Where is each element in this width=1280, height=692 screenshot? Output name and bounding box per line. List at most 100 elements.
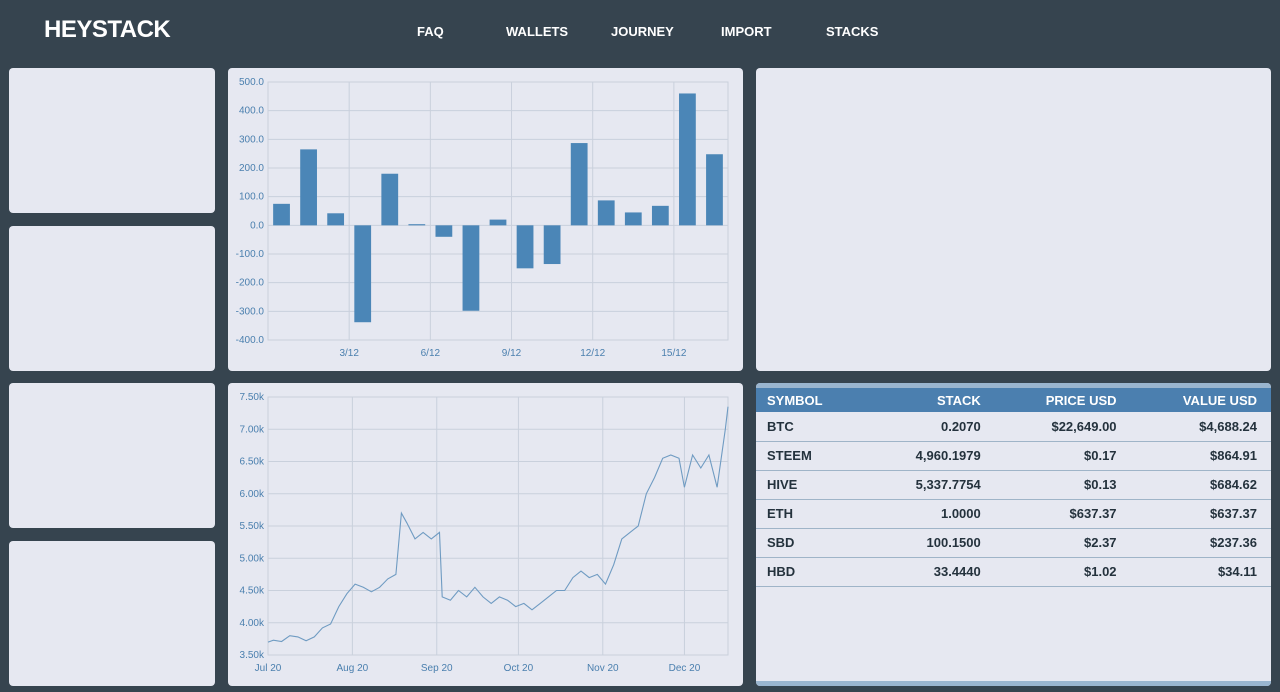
table-row[interactable]: HBD 33.4440 $1.02 $34.11 — [756, 557, 1271, 586]
daily-change-chart-card: 500.0 400.0 300.0 200.0 100.0 0.0 -100.0 -200.0… — [228, 68, 743, 371]
line-x-tick-label: Sep 20 — [421, 663, 453, 674]
placeholder-panel — [756, 68, 1271, 371]
bar-y-tick-label: 100.0 — [239, 192, 264, 203]
col-stack-header[interactable]: STACK — [936, 392, 981, 408]
table-row[interactable]: HIVE 5,337.7754 $0.13 $684.62 — [756, 470, 1271, 499]
table-header-row: SYMBOL STACK PRICE USD VALUE USD — [756, 388, 1271, 412]
table-top-border — [756, 383, 1271, 388]
price-history-line-chart: 7.50k 7.00k 6.50k 6.00k 5.50k 5.00k 4.50k 4.00k… — [240, 392, 729, 674]
nav-import[interactable]: IMPORT — [721, 24, 772, 39]
cell-price: $637.37 — [1069, 506, 1117, 521]
table-row[interactable]: ETH 1.0000 $637.37 $637.37 — [756, 499, 1271, 528]
cell-value: $237.36 — [1210, 535, 1257, 550]
bar-x-tick-label: 12/12 — [580, 348, 605, 359]
holdings-table-card: SYMBOL STACK PRICE USD VALUE USD BTC 0.2… — [756, 383, 1271, 686]
cell-symbol: ETH — [767, 506, 793, 521]
line-y-tick-label: 7.50k — [240, 392, 265, 403]
line-x-tick-label: Dec 20 — [669, 663, 701, 674]
cell-price: $2.37 — [1084, 535, 1117, 550]
bar-y-tick-label: 200.0 — [239, 163, 264, 174]
bar-y-tick-label: -100.0 — [236, 249, 265, 260]
price-series-line — [267, 406, 729, 643]
cell-value: $864.91 — [1210, 448, 1257, 463]
line-y-tick-label: 4.00k — [240, 618, 265, 629]
line-y-tick-label: 4.50k — [240, 586, 265, 597]
brand-logo[interactable]: HEYSTACK — [44, 16, 171, 43]
bar-11-12 — [543, 225, 561, 265]
nav-stacks[interactable]: STACKS — [826, 24, 879, 39]
cell-stack: 100.1500 — [926, 535, 981, 550]
top-nav-bar: HEYSTACK FAQ WALLETS JOURNEY IMPORT STAC… — [0, 0, 1280, 62]
holdings-table: SYMBOL STACK PRICE USD VALUE USD BTC 0.2… — [756, 388, 1271, 587]
nav-wallets[interactable]: WALLETS — [506, 24, 569, 39]
cell-price: $22,649.00 — [1051, 418, 1117, 434]
bar-x-tick-label: 3/12 — [339, 348, 359, 359]
bar-5-12 — [381, 173, 399, 226]
cell-stack: 1.0000 — [940, 506, 981, 521]
summary-card-4 — [9, 541, 215, 686]
bar-17-12 — [706, 154, 723, 226]
bar-y-tick-label: -400.0 — [236, 335, 265, 346]
cell-value: $34.11 — [1217, 564, 1257, 579]
cell-stack: 5,337.7754 — [915, 477, 981, 492]
bar-9-12 — [489, 219, 507, 226]
cell-symbol: BTC — [767, 418, 794, 434]
bar-14-12 — [624, 212, 642, 226]
bar-y-tick-label: -200.0 — [236, 278, 265, 289]
cell-stack: 33.4440 — [933, 564, 981, 579]
bar-8-12 — [462, 225, 480, 311]
table-row[interactable]: BTC 0.2070 $22,649.00 $4,688.24 — [756, 412, 1271, 441]
summary-card-2 — [9, 226, 215, 371]
cell-value: $637.37 — [1210, 506, 1257, 521]
bar-y-tick-label: 400.0 — [239, 106, 264, 117]
cell-symbol: HBD — [767, 564, 796, 579]
nav-faq[interactable]: FAQ — [417, 24, 444, 39]
summary-card-1 — [9, 68, 215, 213]
col-symbol-header[interactable]: SYMBOL — [767, 392, 823, 408]
line-y-tick-label: 6.00k — [240, 489, 265, 500]
cell-price: $0.17 — [1084, 448, 1117, 463]
bar-7-12 — [435, 225, 453, 237]
bar-2-12 — [300, 149, 317, 226]
line-y-tick-label: 3.50k — [240, 650, 265, 661]
line-x-tick-label: Nov 20 — [587, 663, 619, 674]
bar-y-tick-label: 500.0 — [239, 77, 264, 88]
cell-price: $1.02 — [1084, 564, 1117, 579]
bar-4-12 — [354, 225, 372, 323]
line-y-tick-label: 5.50k — [240, 521, 265, 532]
cell-price: $0.13 — [1084, 477, 1117, 492]
line-x-tick-label: Oct 20 — [504, 663, 534, 674]
cell-symbol: HIVE — [767, 477, 798, 492]
line-y-tick-label: 7.00k — [240, 424, 265, 435]
bar-y-tick-label: 0.0 — [250, 220, 264, 231]
bar-6-12 — [408, 224, 426, 226]
table-bottom-border — [756, 681, 1271, 686]
nav-journey[interactable]: JOURNEY — [611, 24, 674, 39]
bar-3-12 — [327, 213, 345, 226]
table-row[interactable]: SBD 100.1500 $2.37 $237.36 — [756, 528, 1271, 557]
cell-stack: 0.2070 — [940, 418, 981, 434]
cell-symbol: STEEM — [767, 448, 812, 463]
table-row[interactable]: STEEM 4,960.1979 $0.17 $864.91 — [756, 441, 1271, 470]
cell-symbol: SBD — [767, 535, 795, 550]
summary-card-3 — [9, 383, 215, 528]
price-history-chart-card: 7.50k 7.00k 6.50k 6.00k 5.50k 5.00k 4.50k 4.00k… — [228, 383, 743, 686]
cell-value: $4,688.24 — [1199, 418, 1257, 434]
cell-stack: 4,960.1979 — [915, 448, 981, 463]
col-price-header[interactable]: PRICE USD — [1045, 392, 1117, 408]
bar-12-12 — [570, 143, 588, 226]
bar-1-12 — [273, 203, 290, 226]
bar-y-tick-label: 300.0 — [239, 134, 264, 145]
col-value-header[interactable]: VALUE USD — [1182, 392, 1257, 408]
line-x-tick-label: Aug 20 — [337, 663, 369, 674]
bar-y-tick-label: -300.0 — [236, 306, 265, 317]
line-y-tick-label: 5.00k — [240, 553, 265, 564]
bar-16-12 — [679, 93, 696, 226]
daily-change-bar-chart: 500.0 400.0 300.0 200.0 100.0 0.0 -100.0 -200.0… — [236, 77, 729, 359]
bar-x-tick-label: 6/12 — [421, 348, 441, 359]
bar-13-12 — [597, 200, 615, 226]
bar-x-tick-label: 15/12 — [661, 348, 686, 359]
cell-value: $684.62 — [1210, 477, 1257, 492]
line-x-tick-label: Jul 20 — [255, 663, 282, 674]
bar-x-tick-label: 9/12 — [502, 348, 522, 359]
